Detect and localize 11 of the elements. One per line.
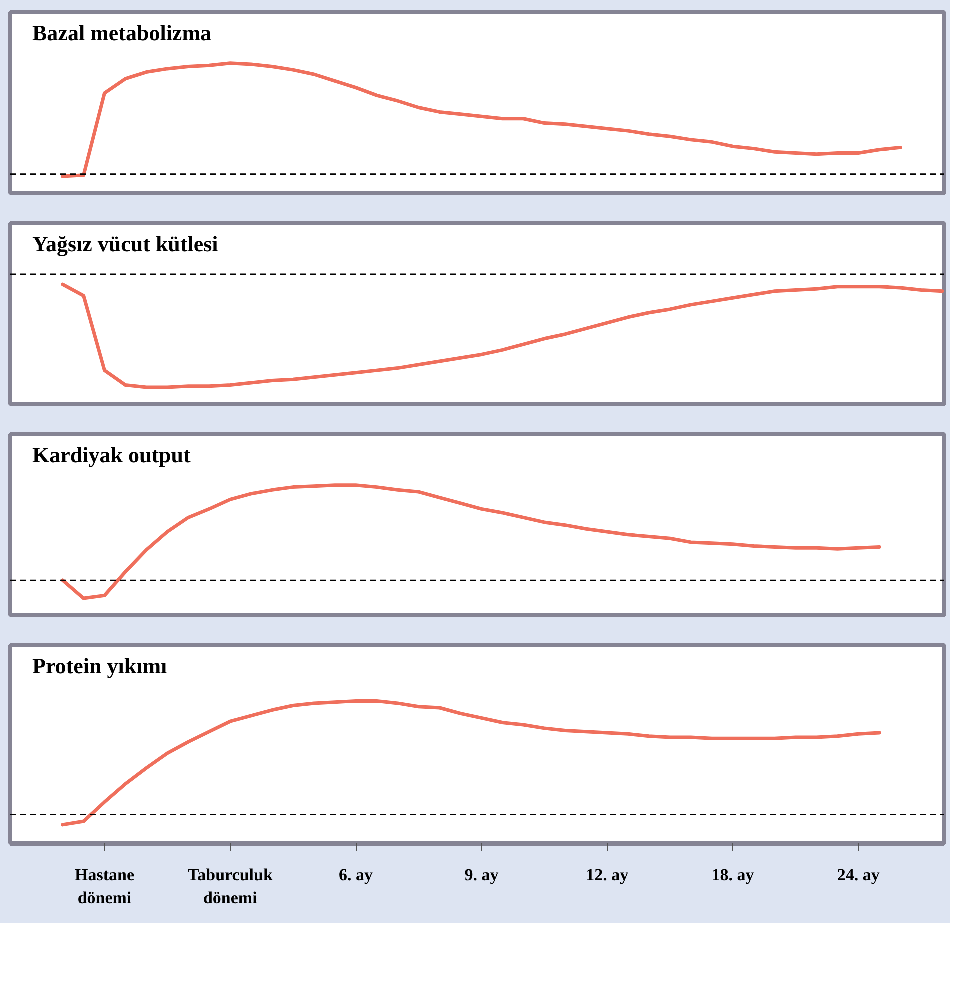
- x-tick-label: Taburculuk dönemi: [188, 866, 274, 908]
- x-tick-label: Hastane dönemi: [74, 866, 135, 908]
- chart-title: Kardiyak output: [32, 442, 192, 468]
- chart-title: Bazal metabolizma: [32, 20, 212, 46]
- x-tick-label: 9. ay: [464, 866, 500, 884]
- x-tick-label: 24. ay: [837, 866, 880, 884]
- chart-title: Protein yıkımı: [32, 654, 168, 678]
- x-tick-label: 6. ay: [339, 866, 374, 884]
- x-tick-label: 12. ay: [586, 866, 630, 884]
- x-tick-label: 18. ay: [712, 866, 755, 884]
- chart-title: Yağsız vücut kütlesi: [32, 232, 218, 256]
